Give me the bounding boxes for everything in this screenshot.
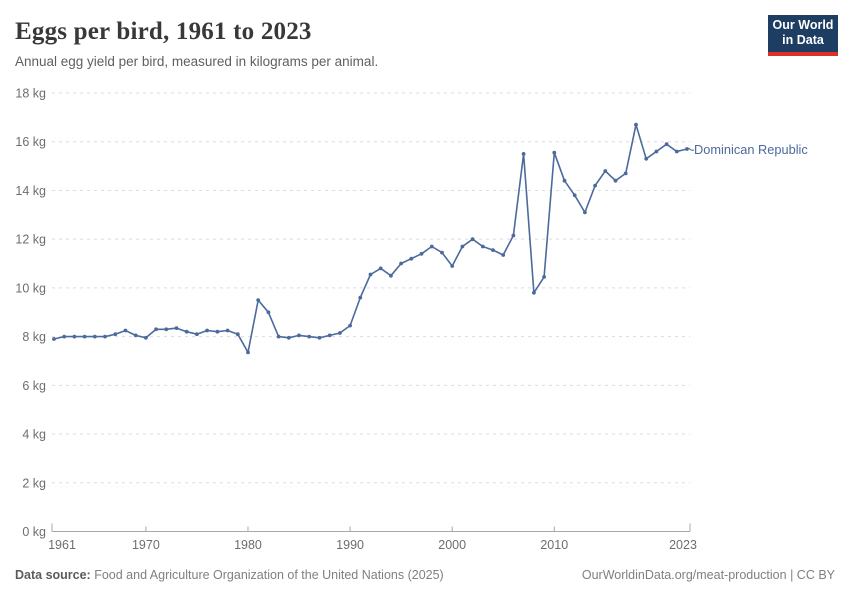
data-point-1983 xyxy=(276,334,281,339)
data-point-2023 xyxy=(685,147,689,151)
data-point-2001 xyxy=(460,244,465,249)
data-source-note: Data source: Food and Agriculture Organi… xyxy=(15,568,444,582)
x-tick-label: 1990 xyxy=(336,538,364,552)
data-point-1990 xyxy=(348,323,352,328)
data-point-1962 xyxy=(62,334,67,339)
x-tick-label: 2023 xyxy=(669,538,697,552)
data-point-1974 xyxy=(184,329,189,334)
data-point-2021 xyxy=(664,142,669,147)
data-source-label: Data source: xyxy=(15,568,91,582)
data-point-2018 xyxy=(634,122,638,127)
data-point-1994 xyxy=(389,273,393,278)
y-tick-label: 6 kg xyxy=(22,379,46,393)
owid-url[interactable]: OurWorldinData.org/meat-production xyxy=(581,568,787,582)
data-point-2022 xyxy=(674,149,679,154)
data-point-2017 xyxy=(623,171,628,176)
data-point-1980 xyxy=(246,350,250,355)
data-point-1989 xyxy=(338,331,342,335)
data-point-1968 xyxy=(123,328,128,333)
owid-logo-line2: in Data xyxy=(782,33,824,47)
data-point-1991 xyxy=(358,295,363,300)
data-point-2004 xyxy=(491,248,495,253)
data-point-1978 xyxy=(225,328,230,333)
data-point-2011 xyxy=(562,178,567,183)
data-point-1993 xyxy=(378,266,383,271)
data-point-1964 xyxy=(82,334,87,339)
y-tick-label: 16 kg xyxy=(15,135,46,149)
data-point-1963 xyxy=(72,334,77,339)
y-tick-label: 14 kg xyxy=(15,184,46,198)
data-point-2014 xyxy=(593,183,597,188)
series-label-dominican-republic: Dominican Republic xyxy=(694,142,808,157)
license-badge: CC BY xyxy=(796,568,835,582)
data-point-2007 xyxy=(521,152,526,156)
y-tick-label: 0 kg xyxy=(22,525,46,539)
data-point-2005 xyxy=(501,253,506,257)
chart-footer: Data source: Food and Agriculture Organi… xyxy=(0,568,850,582)
data-point-1965 xyxy=(92,334,97,339)
data-point-1984 xyxy=(286,335,291,340)
y-tick-label: 2 kg xyxy=(22,476,46,490)
data-point-2019 xyxy=(644,156,649,161)
data-point-2012 xyxy=(572,193,577,198)
data-point-2015 xyxy=(603,169,608,173)
data-point-2009 xyxy=(542,275,546,279)
data-point-2020 xyxy=(654,149,659,154)
x-tick-label: 1961 xyxy=(48,538,76,552)
data-point-1966 xyxy=(103,334,107,339)
data-point-1969 xyxy=(133,333,138,338)
data-point-1981 xyxy=(256,298,261,302)
data-point-1999 xyxy=(440,250,444,255)
y-tick-label: 12 kg xyxy=(15,233,46,247)
chart-title: Eggs per bird, 1961 to 2023 xyxy=(15,18,312,45)
data-point-1971 xyxy=(154,327,159,332)
attribution: OurWorldinData.org/meat-production | CC … xyxy=(582,568,835,582)
y-tick-label: 10 kg xyxy=(15,281,46,295)
data-point-2002 xyxy=(470,237,475,242)
data-point-1988 xyxy=(327,333,332,338)
data-point-1995 xyxy=(399,261,403,266)
series-line xyxy=(53,123,688,354)
data-point-1998 xyxy=(429,244,434,249)
data-point-1997 xyxy=(419,251,424,256)
data-point-1973 xyxy=(174,326,179,330)
owid-logo-line1: Our World xyxy=(772,18,834,32)
data-point-1975 xyxy=(195,332,199,337)
data-point-1972 xyxy=(164,327,169,332)
x-tick-label: 2000 xyxy=(438,538,466,552)
y-tick-label: 8 kg xyxy=(22,330,46,344)
data-point-2016 xyxy=(613,178,618,183)
owid-logo[interactable]: Our World in Data xyxy=(768,15,838,56)
data-point-2006 xyxy=(511,233,516,238)
chart-subtitle: Annual egg yield per bird, measured in k… xyxy=(15,54,379,69)
data-point-2010 xyxy=(552,150,557,155)
data-point-2003 xyxy=(480,244,485,249)
data-point-2008 xyxy=(532,290,536,295)
x-tick-label: 1970 xyxy=(132,538,160,552)
data-point-1979 xyxy=(235,332,240,337)
x-tick-label: 2010 xyxy=(540,538,568,552)
data-point-2000 xyxy=(450,264,455,268)
data-point-1977 xyxy=(215,329,220,334)
data-point-1986 xyxy=(307,334,312,339)
data-point-1996 xyxy=(409,256,414,261)
data-point-1985 xyxy=(297,333,301,338)
data-point-1976 xyxy=(205,328,210,333)
data-point-1987 xyxy=(317,335,322,340)
data-point-1961 xyxy=(52,337,56,341)
label-connector xyxy=(688,147,695,151)
data-point-2013 xyxy=(583,210,587,215)
data-point-1967 xyxy=(113,332,118,337)
data-source-text: Food and Agriculture Organization of the… xyxy=(90,568,444,582)
data-point-1970 xyxy=(144,335,148,340)
data-point-1992 xyxy=(368,272,373,277)
y-tick-label: 18 kg xyxy=(15,87,46,101)
y-tick-label: 4 kg xyxy=(22,428,46,442)
x-tick-label: 1980 xyxy=(234,538,262,552)
attribution-separator: | xyxy=(786,568,797,582)
data-point-1982 xyxy=(266,310,271,315)
